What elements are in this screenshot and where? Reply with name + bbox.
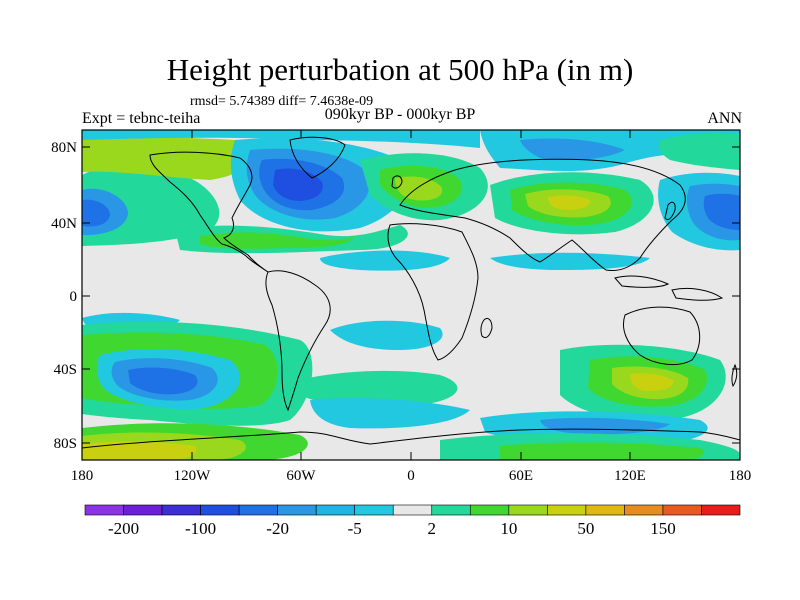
contour-fill-antarctic-east-inner xyxy=(500,442,704,460)
colorbar-swatch xyxy=(431,504,471,516)
lon-label-60w: 60W xyxy=(286,468,316,484)
colorbar-swatch xyxy=(701,504,741,516)
contour-fill-atlantic-ridge-inner xyxy=(200,232,355,249)
colorbar-swatch xyxy=(200,504,240,516)
coastlines xyxy=(82,136,740,449)
contour-fill-nh-pacific-core xyxy=(82,199,110,227)
map-ticks xyxy=(81,130,741,460)
contour-fill-south-atlantic-blue xyxy=(310,398,470,429)
colorbar-swatch xyxy=(354,504,394,516)
contour-fill-sh-atlantic-band xyxy=(300,370,458,407)
colorbar-label: 50 xyxy=(577,519,594,538)
lon-labels: 180 120W 60W 0 60E 120E 180 xyxy=(71,468,752,484)
height-field xyxy=(82,130,740,460)
colorbar-swatch xyxy=(392,504,433,516)
contour-fill-arctic-band xyxy=(82,137,248,180)
colorbar-swatch xyxy=(277,504,317,516)
coastline-north-america xyxy=(149,151,269,273)
colorbar-swatch xyxy=(547,504,587,516)
contour-fill-antarctic-band-core xyxy=(82,441,197,460)
lon-label-120w: 120W xyxy=(174,468,212,484)
contour-fill-tropical-indian xyxy=(490,252,650,270)
colorbar-swatch xyxy=(585,504,625,516)
lat-label-40n: 40N xyxy=(51,216,77,232)
colorbar-swatch xyxy=(662,504,702,516)
lon-label-180-west: 180 xyxy=(71,468,94,484)
colorbar xyxy=(84,504,741,516)
colorbar-label: -5 xyxy=(348,519,362,538)
colorbar-swatch xyxy=(123,504,163,516)
colorbar-swatch xyxy=(508,504,548,516)
period-label: 090kyr BP - 000kyr BP xyxy=(324,106,476,123)
lat-label-0: 0 xyxy=(70,289,78,305)
contour-fill-nh-east-top xyxy=(658,132,740,170)
contour-fill-asia-ridge-core xyxy=(548,195,591,210)
contour-fill-sh-atlantic-band-blue xyxy=(330,320,443,350)
colorbar-label: 2 xyxy=(428,519,437,538)
contour-fill-sh-pacific-low-core xyxy=(128,367,198,395)
colorbar-swatch xyxy=(315,504,356,516)
coastline-greenland xyxy=(289,136,346,179)
colorbar-label: -20 xyxy=(266,519,289,538)
lat-labels: 80N 40N 0 40S 80S xyxy=(51,140,77,452)
coastline-japan xyxy=(664,201,676,221)
coastline-australia xyxy=(623,306,701,366)
contour-fill-siberia-trough-inner xyxy=(520,138,625,160)
plot-title: Height perturbation at 500 hPa (in m) xyxy=(166,52,634,87)
colorbar-swatch xyxy=(161,504,201,516)
colorbar-swatch xyxy=(84,504,124,516)
lon-label-120e: 120E xyxy=(614,468,646,484)
coastline-south-america xyxy=(265,270,331,412)
colorbar-label: -200 xyxy=(108,519,139,538)
coastline-eurasia xyxy=(399,158,686,271)
contour-fill-europe-core xyxy=(395,176,443,201)
coastline-british-isles xyxy=(391,175,403,189)
coastline-indonesia xyxy=(614,275,724,301)
experiment-label: Expt = tebnc-teiha xyxy=(82,110,201,127)
colorbar-label: 150 xyxy=(650,519,676,538)
lat-label-40s: 40S xyxy=(54,362,77,378)
lat-label-80n: 80N xyxy=(51,140,77,156)
lon-label-60e: 60E xyxy=(509,468,533,484)
coastline-new-zealand xyxy=(731,363,738,388)
colorbar-swatch xyxy=(238,504,278,516)
coastline-antarctica xyxy=(82,428,740,449)
coastline-madagascar xyxy=(480,317,493,339)
lat-label-80s: 80S xyxy=(54,436,77,452)
season-label: ANN xyxy=(707,110,742,127)
contour-fill-tropical-atlantic xyxy=(320,250,450,271)
contour-fill-east-pacific-low-core xyxy=(703,193,740,230)
lon-label-0: 0 xyxy=(407,468,415,484)
stats-text: rmsd= 5.74389 diff= 7.4638e-09 xyxy=(190,94,374,109)
colorbar-swatch xyxy=(624,504,664,516)
colorbar-label: -100 xyxy=(185,519,216,538)
contour-fill-indian-ridge-peak xyxy=(630,373,674,391)
coastline-africa xyxy=(387,223,479,361)
lon-label-180-east: 180 xyxy=(729,468,752,484)
colorbar-swatch xyxy=(469,504,510,516)
colorbar-label: 10 xyxy=(500,519,517,538)
colorbar-labels: -200 -100 -20 -5 2 10 50 150 xyxy=(108,519,676,538)
